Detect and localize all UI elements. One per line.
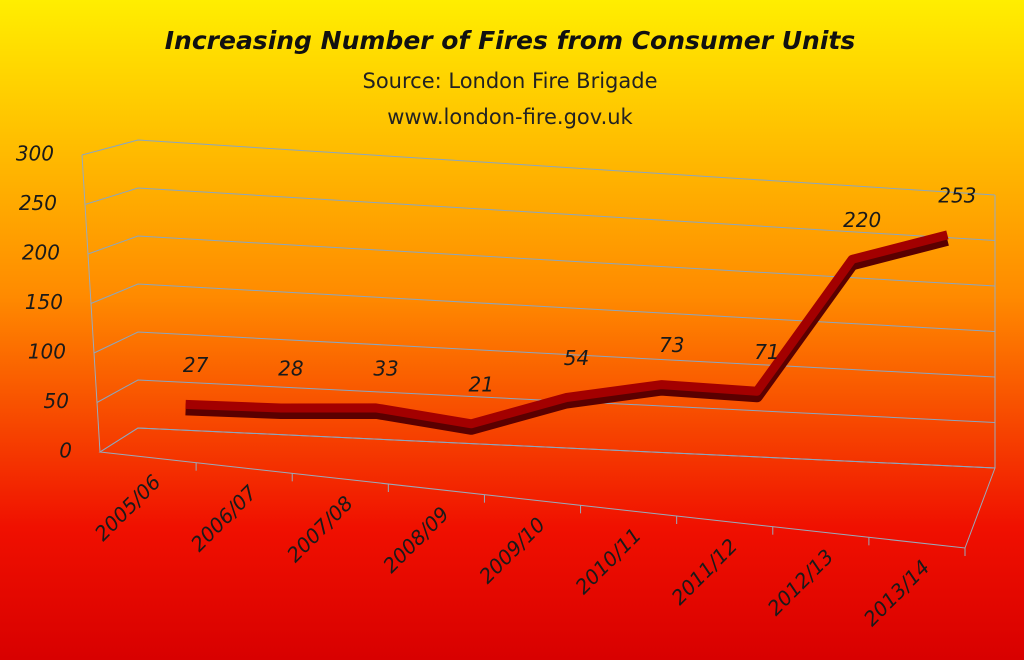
grid-line bbox=[87, 235, 996, 287]
y-tick-label: 300 bbox=[16, 142, 54, 166]
data-label: 28 bbox=[278, 357, 303, 381]
data-label: 27 bbox=[183, 353, 209, 377]
data-label: 73 bbox=[659, 333, 684, 357]
grid-line bbox=[84, 187, 996, 241]
y-tick-label: 0 bbox=[59, 439, 72, 463]
data-label: 71 bbox=[754, 340, 779, 364]
line bbox=[185, 230, 949, 429]
grid-line bbox=[96, 379, 996, 423]
subtitle: Source: London Fire Brigade bbox=[362, 69, 657, 93]
axis bbox=[81, 154, 101, 453]
subtitle: www.london-fire.gov.uk bbox=[387, 105, 633, 129]
data-label: 33 bbox=[373, 356, 398, 380]
y-tick-label: 100 bbox=[28, 340, 66, 364]
data-label: 54 bbox=[564, 346, 589, 370]
y-tick-label: 50 bbox=[44, 389, 69, 413]
grid-line bbox=[93, 331, 996, 378]
y-tick-label: 250 bbox=[19, 191, 57, 215]
data-label: 220 bbox=[843, 208, 881, 232]
y-tick-label: 150 bbox=[25, 290, 63, 314]
y-tick-label: 200 bbox=[22, 241, 60, 265]
chart-title: Increasing Number of Fires from Consumer… bbox=[165, 26, 856, 55]
data-label: 21 bbox=[469, 372, 494, 396]
grid-line bbox=[90, 283, 996, 332]
data-label: 253 bbox=[938, 183, 976, 207]
grid-line bbox=[99, 427, 996, 469]
grid-line bbox=[81, 139, 996, 196]
